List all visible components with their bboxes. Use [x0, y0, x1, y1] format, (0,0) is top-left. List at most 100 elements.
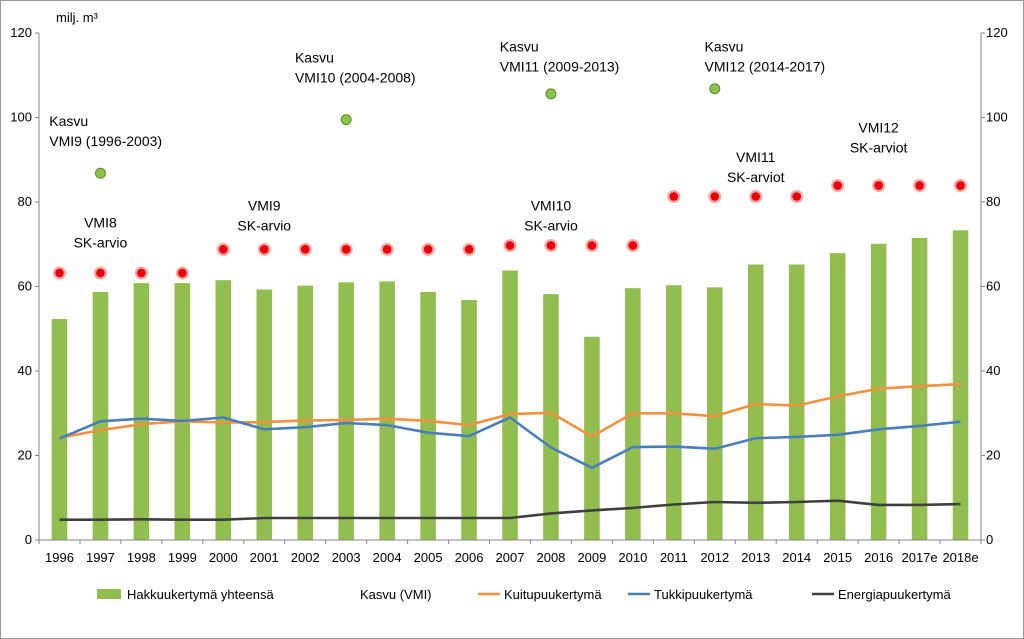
y-tick-label-left: 40 [18, 363, 32, 378]
annotation-text: VMI8 [84, 214, 117, 230]
bar [502, 270, 518, 540]
annotation-text: Kasvu [295, 50, 334, 66]
y-tick-label-left: 60 [18, 279, 32, 294]
annotation-text: SK-arvio [237, 217, 291, 233]
bar [543, 294, 559, 540]
annotation-text: SK-arviot [850, 139, 908, 155]
annotation-text: VMI10 (2004-2008) [295, 70, 416, 86]
bar [747, 264, 764, 540]
y-tick-label-left: 120 [10, 25, 32, 40]
x-tick-label: 1999 [168, 550, 197, 565]
points-layer [52, 83, 968, 280]
bar [215, 280, 232, 540]
x-tick-label: 2008 [536, 550, 565, 565]
unit-label: milj. m³ [56, 10, 99, 25]
y-tick-label-left: 0 [25, 532, 32, 547]
lines-layer [58, 382, 961, 522]
y-tick-label-left: 20 [18, 448, 32, 463]
estimate-point [628, 241, 638, 250]
y-tick-label-right: 40 [986, 363, 1000, 378]
annotation-text: VMI9 (1996-2003) [49, 133, 162, 149]
x-tick-label: 2002 [291, 550, 320, 565]
estimate-point [96, 268, 105, 278]
series-line [58, 416, 961, 470]
annotation-text: Kasvu [500, 39, 539, 55]
annotation-text: VMI10 [531, 197, 572, 213]
x-tick-label: 2010 [618, 550, 647, 565]
bar [92, 291, 109, 540]
estimate-point [874, 181, 883, 190]
series-line [59, 499, 961, 522]
axes-layer: 0 0 20 20 40 40 60 60 80 80 100 100 120 120 1996 1997 19… [10, 25, 1007, 565]
x-tick-label: 1997 [86, 550, 115, 565]
estimate-point [55, 268, 64, 278]
y-tick-label-right: 120 [986, 25, 1008, 40]
annotation-text: VMI11 (2009-2013) [500, 59, 620, 75]
legend-label: Tukkipuukertymä [654, 587, 753, 602]
estimate-point [587, 241, 597, 250]
bar [420, 291, 436, 540]
bar [174, 283, 191, 540]
x-tick-label: 2003 [332, 550, 361, 565]
y-tick-label-right: 20 [986, 448, 1000, 463]
bar [707, 287, 723, 540]
legend-swatch-bars [97, 589, 121, 599]
x-tick-label: 2001 [250, 550, 279, 565]
estimate-point [300, 245, 310, 254]
x-tick-label: 2004 [373, 550, 402, 565]
bar [256, 289, 273, 540]
estimate-point [833, 181, 842, 190]
y-tick-label-left: 80 [18, 194, 32, 209]
x-tick-label: 2014 [782, 550, 811, 565]
annotation-text: SK-arviot [727, 169, 785, 185]
estimate-point [137, 268, 146, 278]
bar [51, 319, 68, 540]
x-tick-label: 2013 [741, 550, 770, 565]
estimate-point [956, 181, 965, 190]
x-tick-label: 2007 [496, 550, 525, 565]
annotation-text: VMI12 (2014-2017) [705, 59, 826, 75]
x-tick-label: 1998 [127, 550, 156, 565]
y-tick-label-right: 100 [986, 110, 1008, 125]
estimate-point [259, 245, 269, 254]
annotation-text: SK-arvio [74, 234, 128, 250]
x-tick-label: 2012 [700, 550, 729, 565]
x-tick-label: 2016 [864, 550, 893, 565]
annotation-text: SK-arvio [524, 217, 578, 233]
series-line [59, 382, 961, 440]
y-tick-label-right: 60 [986, 279, 1000, 294]
estimate-point [219, 245, 228, 254]
bar [870, 243, 887, 540]
estimate-point [751, 192, 761, 201]
estimate-point [669, 192, 679, 201]
estimate-point [792, 192, 801, 201]
growth-point [709, 83, 721, 95]
legend-label: Hakkuukertymä yhteensä [127, 587, 274, 602]
x-tick-label: 2009 [577, 550, 606, 565]
estimate-point [710, 192, 720, 201]
bar [584, 336, 600, 540]
estimate-point [382, 245, 392, 254]
estimate-point [423, 245, 433, 254]
x-tick-label: 2006 [455, 550, 484, 565]
x-tick-label: 2015 [823, 550, 852, 565]
bar [297, 285, 313, 540]
growth-point [94, 167, 106, 179]
growth-point [545, 88, 557, 100]
x-tick-label: 2005 [414, 550, 443, 565]
annotations-layer: Kasvu VMI9 (1996-2003) Kasvu VMI10 (2004-20… [49, 39, 907, 251]
x-tick-label: 2000 [209, 550, 238, 565]
legend-label: Energiapuukertymä [838, 587, 951, 602]
legend: Hakkuukertymä yhteensä Kasvu (VMI) Kuitupu… [97, 587, 951, 602]
bar [338, 282, 354, 540]
estimate-point [915, 181, 924, 190]
bars-layer [51, 230, 969, 540]
bar [461, 300, 477, 540]
annotation-text: Kasvu [705, 39, 744, 55]
y-tick-label-right: 0 [986, 532, 993, 547]
y-tick-label-left: 100 [10, 110, 32, 125]
estimate-point [546, 241, 556, 250]
x-tick-label: 2011 [660, 550, 688, 565]
x-tick-label: 1996 [45, 550, 74, 565]
